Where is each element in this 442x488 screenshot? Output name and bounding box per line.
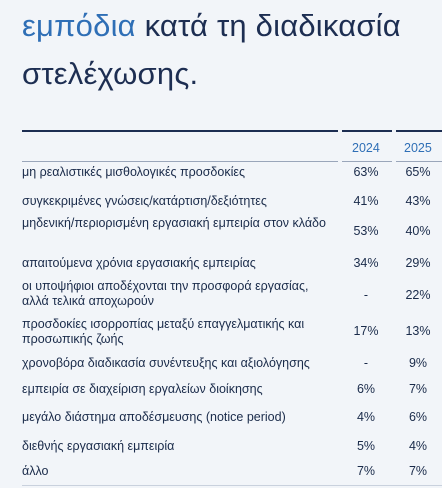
value-2025: 40% <box>405 224 431 238</box>
row-label: διεθνής εργασιακή εμπειρία <box>22 439 175 453</box>
row-label: μεγάλο διάστημα αποδέσμευσης (notice per… <box>22 410 286 424</box>
table-bottom-rule <box>22 485 442 486</box>
value-2025: 7% <box>408 382 428 396</box>
column-header-2025: 2025 <box>404 141 432 155</box>
heading-line1-rest: κατά τη διαδικασία <box>135 8 401 43</box>
row-label: οι υποψήφιοι αποδέχονται την προσφορά ερ… <box>22 279 309 308</box>
value-2024: 6% <box>356 382 376 396</box>
value-2025: 29% <box>405 256 431 270</box>
value-2025: 7% <box>408 464 428 478</box>
row-label: άλλο <box>22 464 49 478</box>
value-2024: 4% <box>356 410 376 424</box>
value-2025: 43% <box>405 194 431 208</box>
value-2025: 13% <box>405 324 431 338</box>
row-label: μηδενική/περιορισμένη εργασιακή εμπειρία… <box>22 216 326 230</box>
row-label: απαιτούμενα χρόνια εργασιακής εμπειρίας <box>22 256 256 270</box>
value-2025: 4% <box>408 439 428 453</box>
table-top-rule <box>342 130 392 132</box>
value-2024: 17% <box>353 324 379 338</box>
heading-highlight: εμπόδια <box>22 8 136 43</box>
row-label: συγκεκριμένες γνώσεις/κατάρτιση/δεξιότητ… <box>22 194 267 208</box>
value-2024: 34% <box>353 256 379 270</box>
row-label: εμπειρία σε διαχείριση εργαλείων διοίκησ… <box>22 382 263 396</box>
header-rule <box>342 161 392 162</box>
column-header-2024: 2024 <box>352 141 380 155</box>
value-2024: 5% <box>356 439 376 453</box>
value-2024: - <box>363 356 369 370</box>
row-label: μη ρεαλιστικές μισθολογικές προσδοκίες <box>22 165 245 179</box>
value-2024: 7% <box>356 464 376 478</box>
value-2025: 6% <box>408 410 428 424</box>
row-label: προσδοκίες ισορροπίας μεταξύ επαγγελματι… <box>22 317 305 346</box>
table-top-rule <box>22 130 338 132</box>
value-2024: - <box>363 288 369 302</box>
value-2024: 53% <box>353 224 379 238</box>
value-2024: 41% <box>353 194 379 208</box>
heading-line2: στελέχωσης. <box>22 56 199 91</box>
header-rule <box>22 161 338 162</box>
page-heading: εμπόδια κατά τη διαδικασία στελέχωσης. <box>22 2 401 98</box>
value-2025: 9% <box>408 356 428 370</box>
value-2024: 63% <box>353 165 379 179</box>
value-2025: 65% <box>405 165 431 179</box>
row-label: χρονοβόρα διαδικασία συνέντευξης και αξι… <box>22 356 310 370</box>
header-rule <box>396 161 442 162</box>
value-2025: 22% <box>405 288 431 302</box>
table-top-rule <box>396 130 442 132</box>
